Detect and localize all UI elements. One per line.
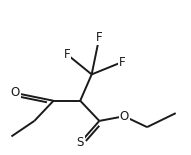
Text: F: F bbox=[96, 31, 103, 44]
Text: F: F bbox=[119, 55, 125, 69]
Text: O: O bbox=[11, 86, 20, 100]
Text: F: F bbox=[64, 48, 70, 61]
Text: O: O bbox=[120, 110, 129, 123]
Text: S: S bbox=[77, 136, 84, 149]
